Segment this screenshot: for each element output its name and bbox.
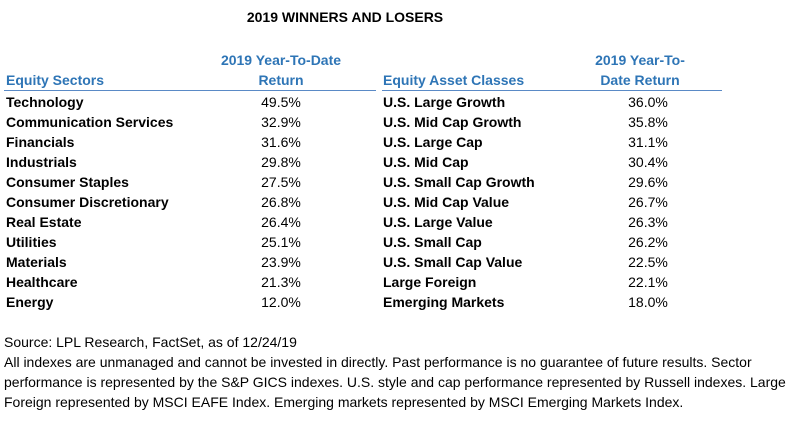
footer: Source: LPL Research, FactSet, as of 12/…	[4, 332, 804, 412]
row-value: 31.1%	[628, 134, 668, 150]
row-value: 23.9%	[261, 254, 301, 270]
row-label: Communication Services	[6, 114, 174, 130]
row-value: 26.3%	[628, 214, 668, 230]
table-row: U.S. Mid Cap 30.4%	[383, 152, 723, 172]
table-row: Energy 12.0%	[6, 292, 356, 312]
table-row: U.S. Large Value 26.3%	[383, 212, 723, 232]
row-label: U.S. Small Cap Value	[383, 254, 523, 270]
sectors-header-rule	[4, 90, 376, 91]
row-label: U.S. Large Value	[383, 214, 493, 230]
assets-return-header-line1: 2019 Year-To-	[595, 52, 685, 68]
row-value: 21.3%	[261, 274, 301, 290]
table-row: Utilities 25.1%	[6, 232, 356, 252]
table-row: Emerging Markets 18.0%	[383, 292, 723, 312]
row-label: U.S. Large Growth	[383, 94, 506, 110]
assets-return-header: 2019 Year-To- Date Return	[560, 50, 720, 90]
table-row: Consumer Discretionary 26.8%	[6, 192, 356, 212]
row-label: Consumer Discretionary	[6, 194, 169, 210]
assets-table: U.S. Large Growth 36.0% U.S. Mid Cap Growt…	[383, 92, 723, 312]
row-label: Healthcare	[6, 274, 78, 290]
row-label: Energy	[6, 294, 54, 310]
sectors-return-header-line2: Return	[258, 72, 304, 88]
row-value: 36.0%	[628, 94, 668, 110]
row-label: U.S. Mid Cap	[383, 154, 469, 170]
table-row: U.S. Large Cap 31.1%	[383, 132, 723, 152]
row-value: 30.4%	[628, 154, 668, 170]
row-value: 12.0%	[261, 294, 301, 310]
row-value: 18.0%	[628, 294, 668, 310]
table-row: Communication Services 32.9%	[6, 112, 356, 132]
sectors-table: Technology 49.5% Communication Services 32.…	[6, 92, 356, 312]
table-row: U.S. Mid Cap Growth 35.8%	[383, 112, 723, 132]
row-label: Consumer Staples	[6, 174, 129, 190]
row-label: Technology	[6, 94, 84, 110]
row-value: 22.1%	[628, 274, 668, 290]
table-row: Technology 49.5%	[6, 92, 356, 112]
table-row: Healthcare 21.3%	[6, 272, 356, 292]
table-row: U.S. Small Cap 26.2%	[383, 232, 723, 252]
row-label: Real Estate	[6, 214, 82, 230]
table-row: U.S. Mid Cap Value 26.7%	[383, 192, 723, 212]
assets-header-rule	[382, 90, 722, 91]
row-value: 26.7%	[628, 194, 668, 210]
footer-disclaimer: All indexes are unmanaged and cannot be …	[4, 354, 786, 410]
sectors-return-header-line1: 2019 Year-To-Date	[220, 52, 342, 68]
row-value: 49.5%	[261, 94, 301, 110]
row-label: Utilities	[6, 234, 57, 250]
table-row: Industrials 29.8%	[6, 152, 356, 172]
row-value: 26.4%	[261, 214, 301, 230]
row-value: 29.6%	[628, 174, 668, 190]
row-label: U.S. Small Cap	[383, 234, 482, 250]
footer-source: Source: LPL Research, FactSet, as of 12/…	[4, 334, 297, 350]
row-label: U.S. Mid Cap Growth	[383, 114, 522, 130]
row-label: Financials	[6, 134, 75, 150]
row-label: Materials	[6, 254, 67, 270]
page-title: 2019 WINNERS AND LOSERS	[246, 9, 444, 25]
row-label: Industrials	[6, 154, 77, 170]
table-row: Large Foreign 22.1%	[383, 272, 723, 292]
row-value: 29.8%	[261, 154, 301, 170]
row-label: Emerging Markets	[383, 294, 505, 310]
sectors-return-header: 2019 Year-To-Date Return	[196, 50, 366, 90]
row-value: 31.6%	[261, 134, 301, 150]
row-label: U.S. Mid Cap Value	[383, 194, 510, 210]
row-value: 26.8%	[261, 194, 301, 210]
row-value: 35.8%	[628, 114, 668, 130]
row-label: U.S. Small Cap Growth	[383, 174, 535, 190]
assets-name-header: Equity Asset Classes	[383, 72, 525, 88]
sectors-name-header: Equity Sectors	[6, 72, 105, 88]
table-row: U.S. Large Growth 36.0%	[383, 92, 723, 112]
row-label: U.S. Large Cap	[383, 134, 483, 150]
table-row: U.S. Small Cap Value 22.5%	[383, 252, 723, 272]
row-value: 26.2%	[628, 234, 668, 250]
table-row: Materials 23.9%	[6, 252, 356, 272]
row-value: 27.5%	[261, 174, 301, 190]
table-row: Financials 31.6%	[6, 132, 356, 152]
table-row: U.S. Small Cap Growth 29.6%	[383, 172, 723, 192]
row-value: 22.5%	[628, 254, 668, 270]
row-label: Large Foreign	[383, 274, 477, 290]
row-value: 32.9%	[261, 114, 301, 130]
table-row: Real Estate 26.4%	[6, 212, 356, 232]
table-row: Consumer Staples 27.5%	[6, 172, 356, 192]
row-value: 25.1%	[261, 234, 301, 250]
assets-return-header-line2: Date Return	[600, 72, 680, 88]
